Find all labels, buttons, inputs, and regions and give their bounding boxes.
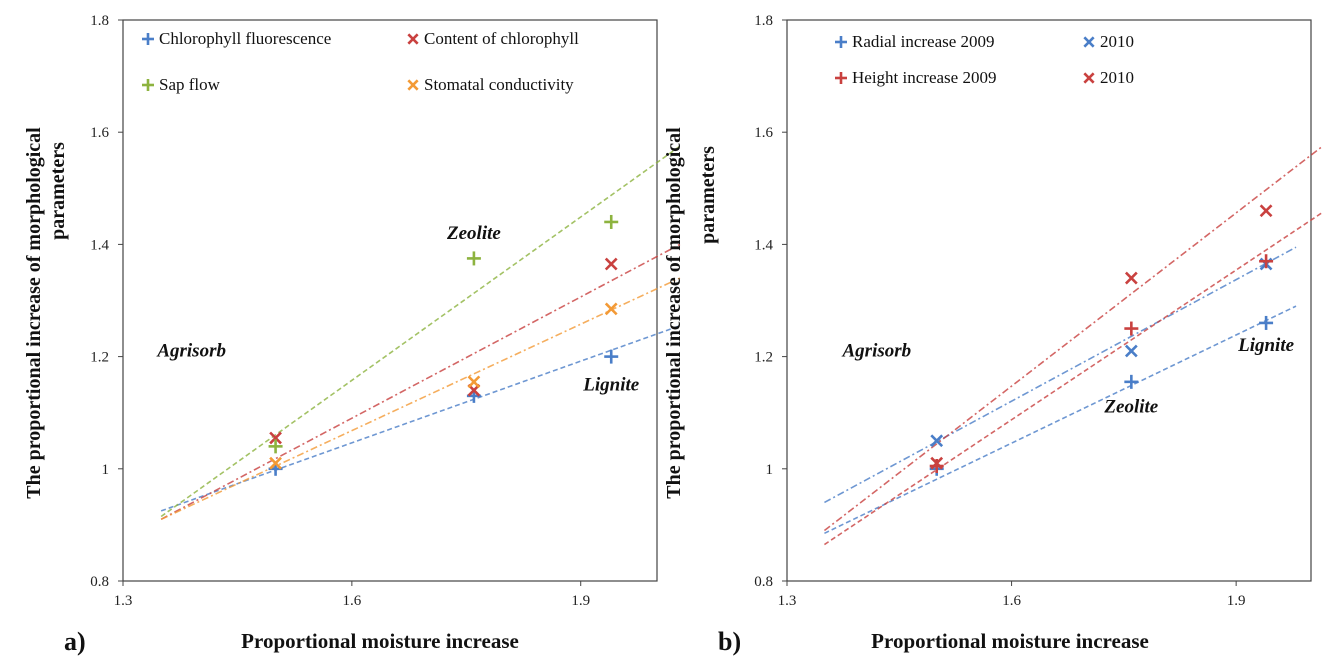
trend-line-b-0: [824, 305, 1297, 535]
data-point-a-3-0: [269, 456, 282, 470]
y-tick-label-a: 1.4: [90, 237, 109, 253]
markers-b: [929, 204, 1274, 476]
x-axis-label-a: Proportional moisture increase: [241, 629, 519, 653]
y-tick-label-b: 1.6: [754, 125, 773, 141]
annotation-a-1: Zeolite: [446, 223, 501, 244]
y-tick-label-a: 0.8: [90, 574, 109, 590]
y-tick-label-b: 1.8: [754, 13, 773, 29]
y-tick-label-a: 1.6: [90, 125, 109, 141]
y-tick-label-a: 1.2: [90, 350, 109, 366]
annotation-b-1: Zeolite: [1103, 397, 1158, 418]
annotation-a-2: Lignite: [582, 374, 640, 395]
legend-marker-a-3: [407, 79, 419, 91]
data-point-b-3-0: [930, 456, 944, 470]
x-tick-label-b: 1.9: [1227, 593, 1246, 609]
data-point-a-2-0: [268, 439, 283, 454]
plot-area-b: [786, 19, 1312, 582]
data-point-a-2-2: [604, 214, 619, 229]
legend-label-a-0: Chlorophyll fluorescence: [159, 29, 331, 48]
data-point-b-3-1: [1124, 271, 1138, 285]
x-tick-label-b: 1.6: [1002, 593, 1021, 609]
markers-a: [268, 214, 619, 476]
data-point-a-3-1: [467, 375, 481, 389]
data-point-b-0-2: [1259, 315, 1274, 330]
legend-label-a-1: Content of chlorophyll: [424, 29, 579, 48]
y-tick-label-b: 1.2: [754, 350, 773, 366]
plot-area-a: [122, 19, 658, 582]
legend-label-b-1: 2010: [1100, 32, 1134, 51]
legend-label-a-3: Stomatal conductivity: [424, 75, 574, 94]
legend-marker-a-1: [407, 33, 419, 45]
panel-a: 0.8 1 1.2 1.4 1.6 1.8 1.3 1.6 1.9 Chlorophyll f…: [23, 13, 681, 656]
x-ticks-b: 1.3 1.6 1.9: [778, 581, 1246, 609]
x-tick-label-b: 1.3: [778, 593, 797, 609]
y-axis-label-a-line2: parameters: [47, 142, 69, 240]
y-tick-label-a: 1: [102, 462, 110, 478]
annotation-b-2: Lignite: [1237, 335, 1295, 356]
data-point-b-2-1: [1124, 321, 1139, 336]
data-point-a-2-1: [466, 251, 481, 266]
legend-label-b-0: Radial increase 2009: [852, 32, 995, 51]
panel-b: 0.8 1 1.2 1.4 1.6 1.8 1.3 1.6 1.9 Radial increa…: [663, 13, 1322, 656]
data-point-a-1-2: [604, 257, 618, 271]
x-tick-label-a: 1.6: [342, 593, 361, 609]
legend-marker-b-3: [1083, 72, 1095, 84]
y-tick-label-b: 1: [766, 462, 774, 478]
annotations-b: Agrisorb Zeolite Lignite: [842, 335, 1295, 418]
trend-lines-a: [160, 145, 681, 521]
trend-line-a-3: [160, 277, 681, 521]
trend-line-a-0: [160, 324, 681, 512]
trend-line-b-2: [823, 211, 1322, 546]
legend-marker-b-2: [835, 72, 847, 84]
data-point-b-3-2: [1259, 204, 1273, 218]
x-tick-label-a: 1.9: [571, 593, 590, 609]
x-ticks-a: 1.3 1.6 1.9: [114, 581, 590, 609]
legend-marker-a-2: [142, 79, 154, 91]
legend-label-b-3: 2010: [1100, 68, 1134, 87]
data-point-b-1-1: [1124, 344, 1138, 358]
legend-marker-b-1: [1083, 36, 1095, 48]
y-ticks-b: 0.8 1 1.2 1.4 1.6 1.8: [754, 13, 787, 590]
legend-marker-a-0: [142, 33, 154, 45]
legend-label-a-2: Sap flow: [159, 75, 221, 94]
annotations-a: Agrisorb Zeolite Lignite: [156, 223, 639, 395]
y-axis-label-a-line1: The proportional increase of morphologic…: [23, 127, 45, 499]
data-point-b-2-0: [929, 458, 944, 473]
legend-label-b-2: Height increase 2009: [852, 68, 996, 87]
annotation-b-0: Agrisorb: [842, 341, 912, 362]
panel-label-a: a): [64, 627, 86, 656]
legend-b: Radial increase 2009 2010 Height increase …: [835, 32, 1134, 87]
data-point-b-2-2: [1259, 254, 1274, 269]
data-point-a-1-0: [269, 431, 282, 445]
trend-lines-b: [823, 145, 1322, 546]
annotation-a-0: Agrisorb: [156, 341, 226, 362]
y-axis-label-b-line1: The proportional increase of morphologic…: [663, 127, 685, 499]
y-ticks-a: 0.8 1 1.2 1.4 1.6 1.8: [90, 13, 123, 590]
y-axis-label-b-line2: parameters: [697, 146, 719, 244]
data-point-a-0-2: [604, 349, 619, 364]
trend-line-a-2: [160, 145, 681, 518]
legend-marker-b-0: [835, 36, 847, 48]
y-tick-label-b: 1.4: [754, 237, 773, 253]
data-point-a-3-2: [604, 302, 618, 316]
data-point-b-1-0: [930, 434, 944, 448]
y-tick-label-a: 1.8: [90, 13, 109, 29]
panel-label-b: b): [718, 627, 741, 656]
x-tick-label-a: 1.3: [114, 593, 133, 609]
trend-line-b-1: [824, 246, 1297, 504]
trend-line-b-3: [823, 145, 1322, 532]
y-tick-label-b: 0.8: [754, 574, 773, 590]
x-axis-label-b: Proportional moisture increase: [871, 629, 1149, 653]
data-point-b-0-1: [1124, 374, 1139, 389]
legend-a: Chlorophyll fluorescence Content of chlor…: [142, 29, 579, 94]
